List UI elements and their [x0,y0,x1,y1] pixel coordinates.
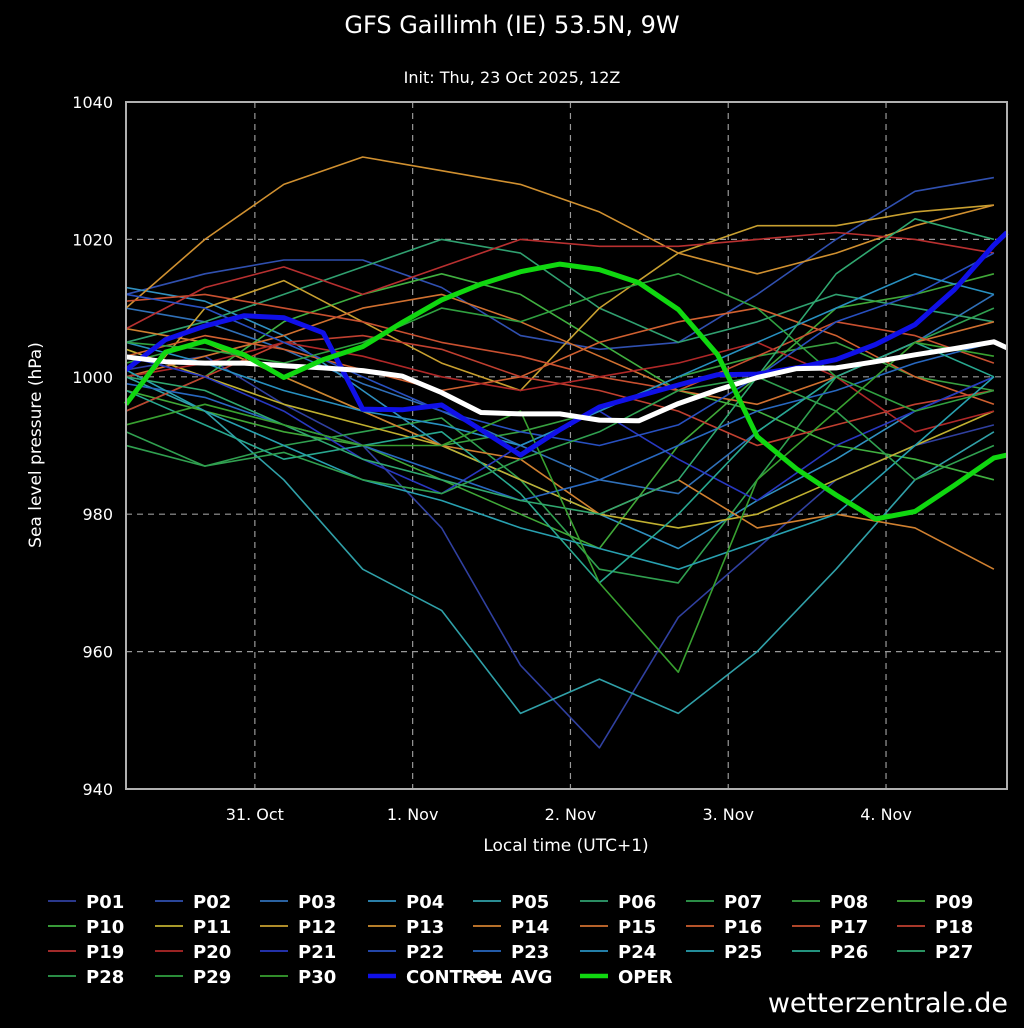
y-tick-label: 940 [82,780,113,799]
legend-label: P13 [406,917,444,938]
legend-label: P27 [935,942,973,963]
series-line-p23 [125,341,995,502]
legend-label: AVG [511,967,552,988]
series-line-p05 [125,376,995,715]
series-line-p22 [125,252,995,447]
legend-label: P22 [406,942,444,963]
y-tick-label: 980 [82,505,113,524]
series-line-p29 [125,272,995,412]
grid-lines [126,102,1007,789]
legend-label: P08 [830,892,868,913]
legend-label: P11 [193,917,231,938]
legend-label: P02 [193,892,231,913]
series-line-p19 [125,231,995,330]
x-tick-label: 4. Nov [860,805,912,824]
x-tick-labels: 31. Oct 1. Nov 2. Nov 3. Nov 4. Nov [226,805,912,824]
legend-label: P17 [830,917,868,938]
legend-label: P26 [830,942,868,963]
legend-label: P18 [935,917,973,938]
legend-label: P14 [511,917,549,938]
y-tick-label: 1000 [72,368,113,387]
chart-subtitle: Init: Thu, 23 Oct 2025, 12Z [404,68,621,87]
series-line-p30 [125,341,995,674]
legend-label: P19 [86,942,124,963]
legend-label: P04 [406,892,444,913]
legend-label: P16 [724,917,762,938]
legend-label: P09 [935,892,973,913]
watermark: wetterzentrale.de [768,988,1008,1019]
legend-label: P01 [86,892,124,913]
series-line-p06 [125,238,995,344]
legend-label: P03 [298,892,336,913]
legend-label: P23 [511,942,549,963]
chart-title: GFS Gaillimh (IE) 53.5N, 9W [344,11,679,39]
legend-label: P05 [511,892,549,913]
x-axis-label: Local time (UTC+1) [483,836,648,856]
legend-label: P28 [86,967,124,988]
legend-label: P25 [724,942,762,963]
legend-label: P12 [298,917,336,938]
y-tick-label: 960 [82,643,113,662]
y-axis-label: Sea level pressure (hPa) [26,342,46,548]
legend-label: P10 [86,917,124,938]
series-line-p28 [125,375,995,495]
legend-label: P07 [724,892,762,913]
y-tick-label: 1020 [72,230,113,249]
series-line-p02 [125,176,995,351]
x-tick-label: 2. Nov [545,805,597,824]
legend: P01 P02 P03 P04 P05 P06 P07 P08 P09 P10 P11 P12 P13 P… [48,892,973,988]
legend-label: P24 [618,942,656,963]
series-line-avg [125,339,1009,424]
x-tick-label: 31. Oct [226,805,284,824]
legend-label: P15 [618,917,656,938]
legend-label: P29 [193,967,231,988]
series-line-p10 [125,272,995,481]
series-lines [124,156,1009,749]
series-line-p13 [125,156,995,309]
series-line-p26 [125,341,995,584]
series-line-p17 [125,293,995,392]
series-line-p27 [125,218,995,516]
legend-label: CONTROL [406,967,503,988]
y-tick-labels: 940 960 980 1000 1020 1040 [72,93,113,799]
plot-frame [125,101,1008,790]
legend-label: P30 [298,967,336,988]
series-line-p12 [125,204,994,405]
series-line-oper [124,261,1008,522]
x-tick-label: 3. Nov [702,805,754,824]
legend-label: P21 [298,942,336,963]
series-line-p16 [125,307,995,406]
legend-label: P20 [193,942,231,963]
x-tick-label: 1. Nov [387,805,439,824]
legend-label: P06 [618,892,656,913]
y-tick-label: 1040 [72,93,113,112]
series-line-p09 [125,273,995,550]
legend-label: OPER [618,967,673,988]
